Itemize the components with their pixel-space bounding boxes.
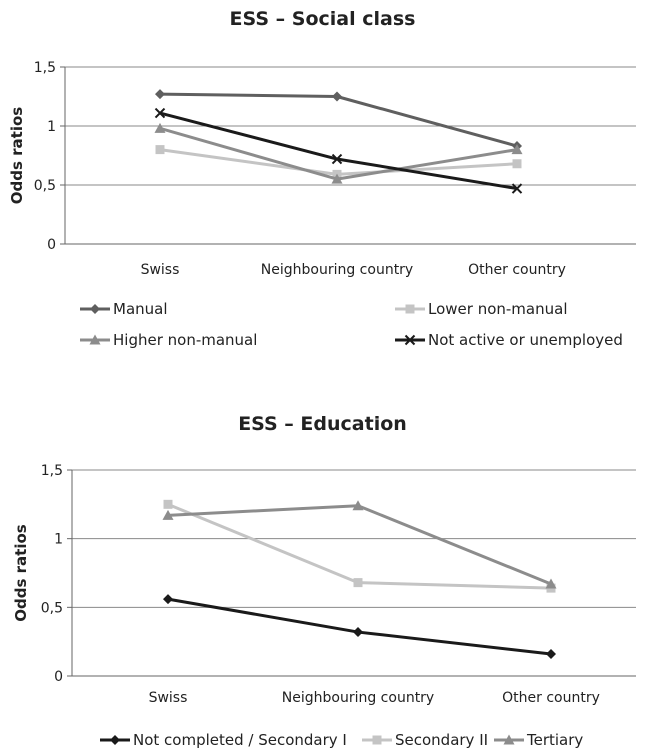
legend-marker bbox=[90, 304, 100, 314]
series-tertiary bbox=[162, 500, 557, 589]
legend-label: Secondary II bbox=[395, 731, 488, 749]
series-not-completed-secondary-i bbox=[163, 594, 556, 660]
chart-title: ESS – Education bbox=[238, 413, 407, 435]
legend-label: Tertiary bbox=[526, 731, 583, 749]
series-line bbox=[167, 504, 552, 586]
data-point bbox=[546, 649, 556, 660]
data-point bbox=[163, 594, 173, 605]
x-tick-label: Swiss bbox=[149, 690, 188, 706]
data-point bbox=[353, 627, 363, 638]
legend-label: Manual bbox=[113, 300, 168, 318]
legend-item: Manual bbox=[80, 300, 168, 318]
data-point bbox=[154, 122, 166, 133]
y-axis-label: Odds ratios bbox=[12, 524, 30, 622]
data-point bbox=[154, 107, 166, 119]
legend-marker bbox=[503, 734, 515, 745]
legend-item: Not active or unemployed bbox=[395, 331, 623, 349]
x-tick-label: Swiss bbox=[141, 262, 180, 278]
series-higher-non-manual bbox=[154, 122, 523, 184]
legend-marker bbox=[404, 334, 416, 346]
legend-marker bbox=[89, 334, 101, 345]
legend-item: Tertiary bbox=[494, 731, 583, 749]
legend-label: Not active or unemployed bbox=[428, 331, 623, 349]
data-point bbox=[155, 89, 165, 100]
data-point bbox=[511, 144, 523, 155]
data-point bbox=[163, 499, 173, 509]
y-tick-label: 0,5 bbox=[41, 600, 63, 616]
x-tick-label: Other country bbox=[502, 690, 600, 706]
data-point bbox=[545, 578, 557, 589]
legend-label: Not completed / Secondary I bbox=[133, 731, 347, 749]
series-lower-non-manual bbox=[155, 145, 522, 179]
data-point bbox=[353, 578, 363, 588]
y-tick-label: 1 bbox=[54, 532, 63, 548]
y-tick-label: 0,5 bbox=[34, 178, 56, 194]
series-line bbox=[167, 502, 552, 590]
y-axis-label: Odds ratios bbox=[8, 107, 26, 205]
y-tick-label: 1 bbox=[47, 119, 56, 135]
chart-title: ESS – Social class bbox=[230, 8, 416, 30]
x-tick-label: Neighbouring country bbox=[261, 262, 413, 278]
legend-marker bbox=[110, 735, 120, 745]
x-tick-label: Other country bbox=[468, 262, 566, 278]
y-tick-label: 1,5 bbox=[41, 463, 63, 479]
series-not-active-or-unemployed bbox=[154, 107, 523, 194]
data-point bbox=[512, 159, 522, 169]
data-point bbox=[352, 500, 364, 511]
legend-item: Secondary II bbox=[362, 731, 488, 749]
legend-marker bbox=[405, 304, 415, 314]
legend-label: Higher non-manual bbox=[113, 331, 257, 349]
legend-item: Higher non-manual bbox=[80, 331, 257, 349]
legend-item: Lower non-manual bbox=[395, 300, 567, 318]
data-point bbox=[162, 509, 174, 520]
legend-label: Lower non-manual bbox=[428, 300, 567, 318]
y-tick-label: 0 bbox=[47, 237, 56, 253]
x-tick-label: Neighbouring country bbox=[282, 690, 434, 706]
y-tick-label: 0 bbox=[54, 669, 63, 685]
chart-2: ESS – Education 0 0,5 1 1,5 Odds ratios Swiss N… bbox=[12, 413, 636, 749]
series-line bbox=[159, 92, 518, 148]
data-point bbox=[332, 91, 342, 102]
data-point bbox=[511, 183, 523, 194]
legend-item: Not completed / Secondary I bbox=[100, 731, 347, 749]
legend-marker bbox=[372, 735, 382, 745]
y-tick-label: 1,5 bbox=[34, 60, 56, 76]
chart-1: ESS – Social class 0 0,5 1 1,5 Odds ratios Swi… bbox=[8, 8, 636, 349]
data-point bbox=[155, 145, 165, 155]
data-point bbox=[331, 153, 343, 165]
data-point bbox=[331, 173, 343, 184]
